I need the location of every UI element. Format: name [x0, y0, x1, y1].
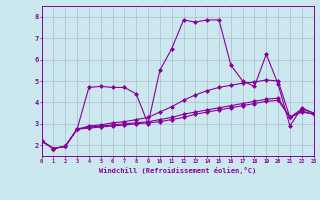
X-axis label: Windchill (Refroidissement éolien,°C): Windchill (Refroidissement éolien,°C)	[99, 167, 256, 174]
